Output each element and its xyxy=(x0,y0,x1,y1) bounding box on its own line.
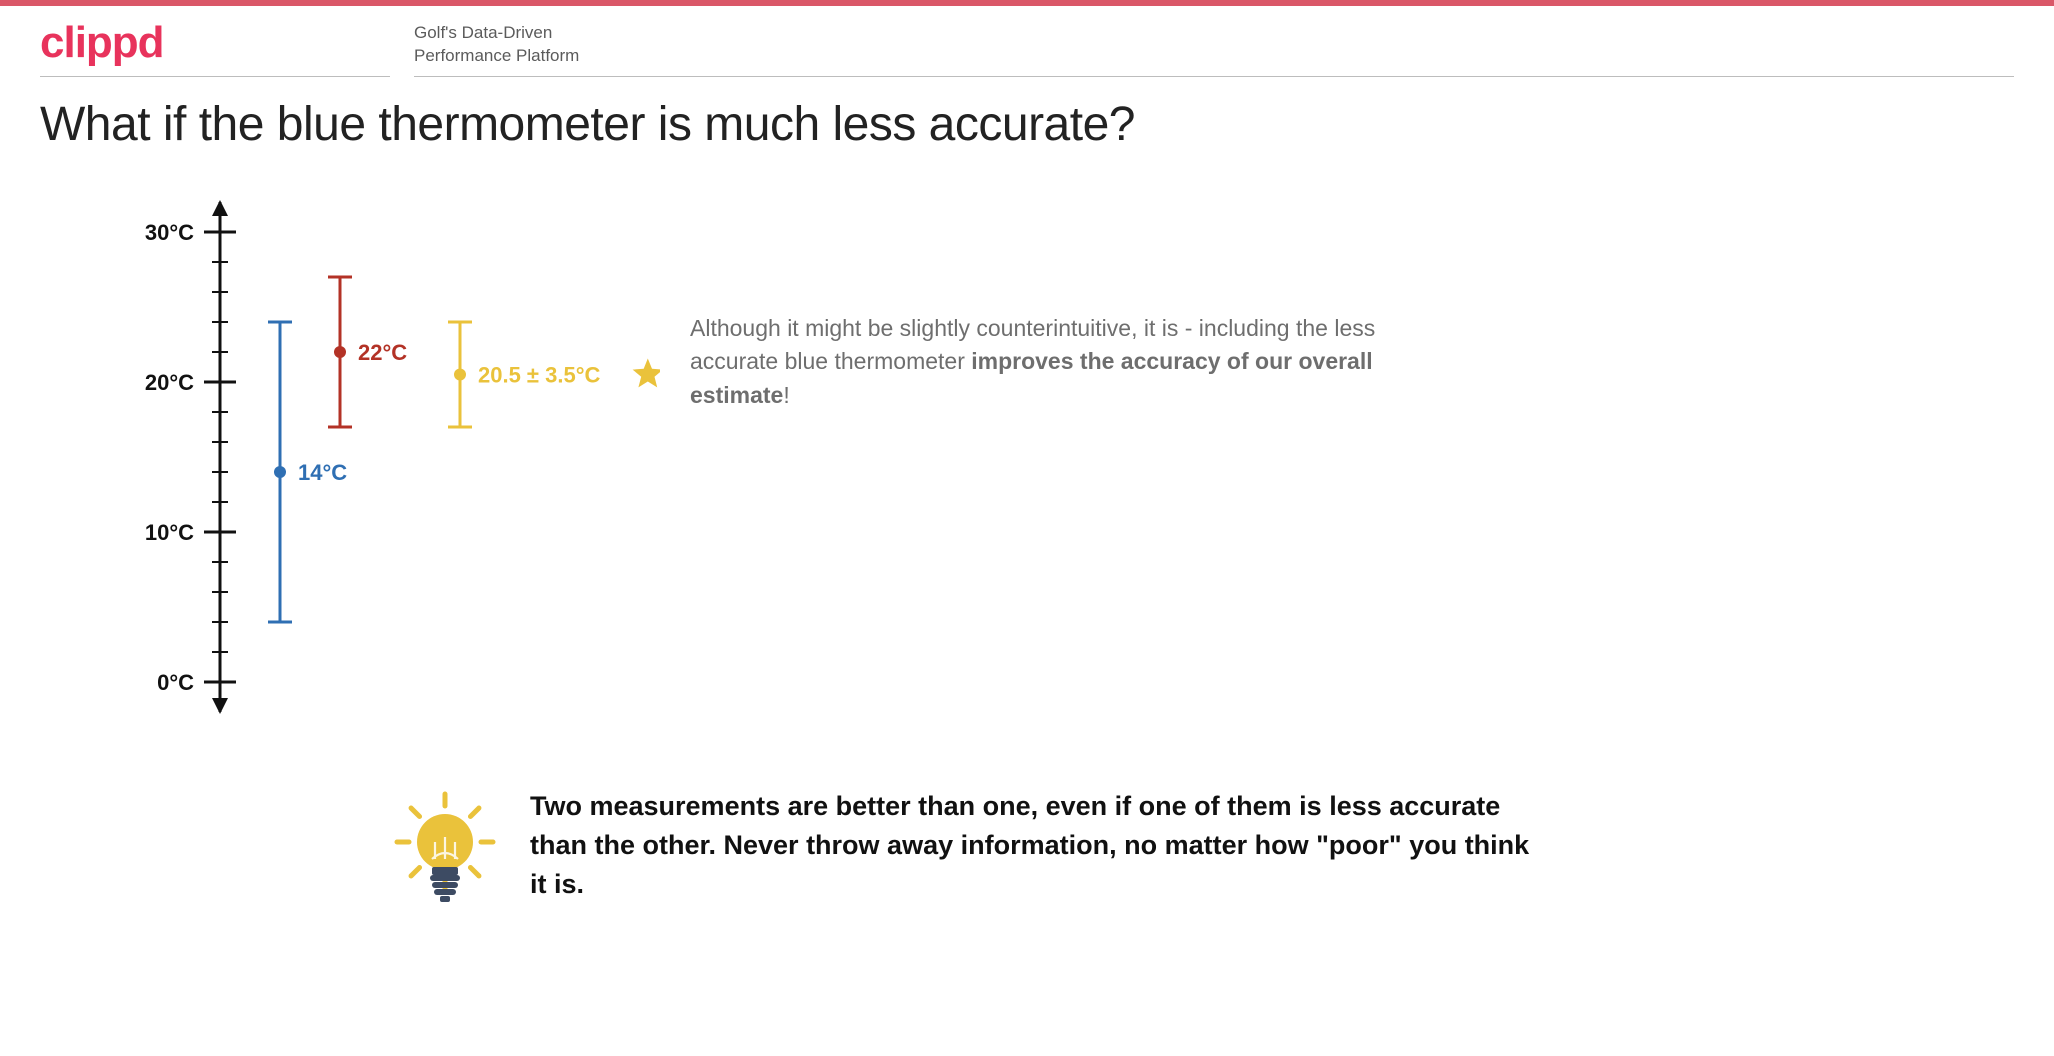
label-red: 22°C xyxy=(358,340,407,365)
brand-logo: clippd xyxy=(40,18,390,68)
marker-blue xyxy=(274,466,286,478)
star-icon xyxy=(633,359,660,388)
takeaway-row: Two measurements are better than one, ev… xyxy=(0,747,2054,907)
header: clippd Golf's Data-Driven Performance Pl… xyxy=(0,6,2054,77)
marker-yellow xyxy=(454,369,466,381)
svg-text:10°C: 10°C xyxy=(145,520,194,545)
content-row: 0°C 10°C 20°C 30°C 14°C 22°C 20.5 ± 3.5°C Alth… xyxy=(0,152,2054,747)
tagline-block: Golf's Data-Driven Performance Platform xyxy=(414,22,2014,77)
label-yellow: 20.5 ± 3.5°C xyxy=(478,363,600,388)
lightbulb-icon xyxy=(390,787,500,907)
error-bar-chart: 0°C 10°C 20°C 30°C 14°C 22°C 20.5 ± 3.5°C xyxy=(40,182,660,742)
explain-post: ! xyxy=(783,382,789,408)
label-blue: 14°C xyxy=(298,460,347,485)
svg-text:30°C: 30°C xyxy=(145,220,194,245)
marker-red xyxy=(334,346,346,358)
brand-block: clippd xyxy=(40,18,390,77)
explanation-text: Although it might be slightly counterint… xyxy=(690,312,1450,412)
explanation-block: Although it might be slightly counterint… xyxy=(690,182,2014,747)
svg-text:20°C: 20°C xyxy=(145,370,194,395)
tagline-line1: Golf's Data-Driven xyxy=(414,22,2014,45)
svg-text:0°C: 0°C xyxy=(157,670,194,695)
tagline-line2: Performance Platform xyxy=(414,45,2014,68)
chart-container: 0°C 10°C 20°C 30°C 14°C 22°C 20.5 ± 3.5°C xyxy=(40,182,660,747)
page-title: What if the blue thermometer is much les… xyxy=(0,77,2054,152)
takeaway-text: Two measurements are better than one, ev… xyxy=(530,787,1530,904)
